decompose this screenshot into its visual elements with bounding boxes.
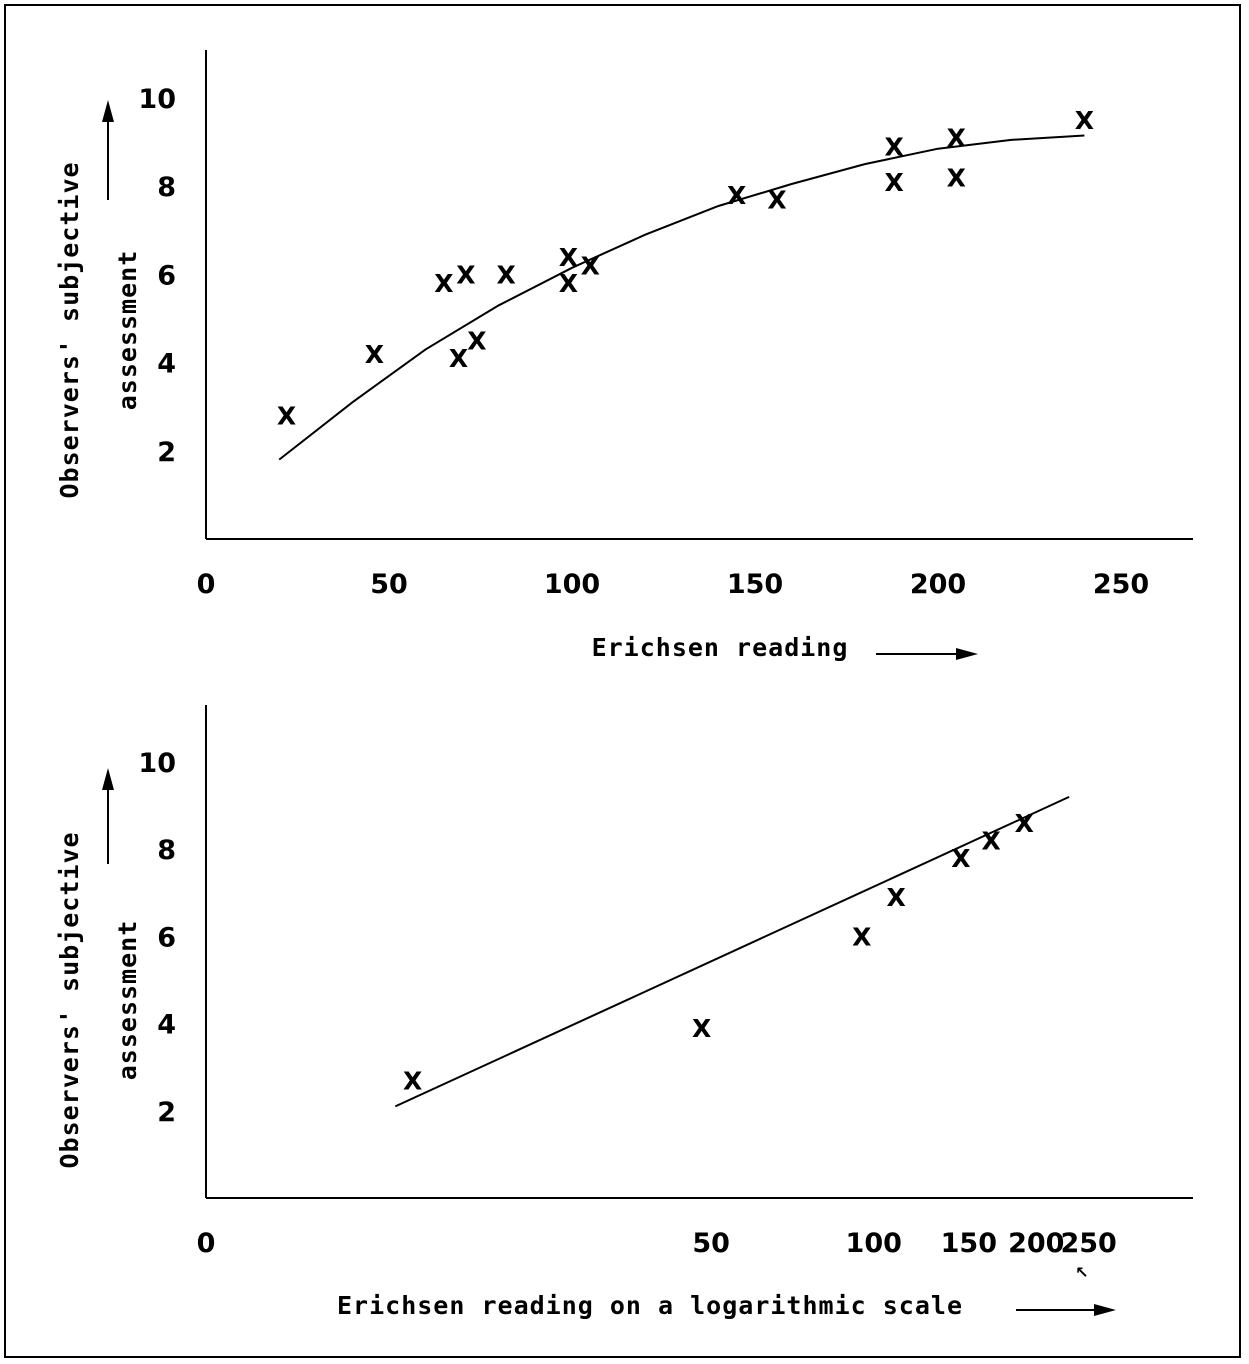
x-tick-label: 150 [941, 1228, 997, 1259]
data-point-marker: X [559, 269, 578, 298]
x-tick-labels: 0 50 100 150 200 250 [197, 569, 1150, 600]
data-point-marker: X [767, 185, 786, 214]
chart-erichsen-linear: Erichsen reading Observers' subjective a… [55, 50, 1193, 662]
data-point-marker: X [886, 883, 905, 912]
x-tick-label: 150 [727, 569, 783, 600]
x-tick-label: 100 [544, 569, 600, 600]
data-point-marker: X [1075, 106, 1094, 135]
y-axis-title-line2: assessment [113, 250, 142, 411]
data-point-marker: X [951, 844, 970, 873]
y-arrow-head-icon [102, 768, 114, 790]
data-point-marker: X [1015, 809, 1034, 838]
y-tick-label: 6 [157, 260, 176, 291]
data-point-marker: X [467, 327, 486, 356]
x-tick-label: 250 [1093, 569, 1149, 600]
data-point-marker: X [884, 133, 903, 162]
data-point-marker: X [982, 826, 1001, 855]
data-point-marker: X [449, 344, 468, 373]
data-point-marker: X [496, 260, 515, 289]
y-tick-labels: 2 4 6 8 10 [138, 84, 176, 468]
data-point-marker: X [277, 402, 296, 431]
x-arrow-head-icon [956, 648, 978, 660]
x-tick-label: 50 [370, 569, 408, 600]
data-point-marker: X [852, 922, 871, 951]
y-tick-labels: 2 4 6 8 10 [138, 748, 176, 1128]
y-tick-label: 8 [157, 835, 176, 866]
figure-frame [4, 4, 1241, 1358]
x-axis-title: Erichsen reading [592, 633, 849, 662]
x-tick-label: 50 [692, 1228, 730, 1259]
x-tick-label: 200 [1008, 1228, 1064, 1259]
y-tick-label: 6 [157, 922, 176, 953]
data-point-marker: X [884, 168, 903, 197]
data-point-marker: X [434, 269, 453, 298]
fit-curve [278, 134, 1085, 461]
data-point-marker: X [727, 181, 746, 210]
data-point-marker: X [947, 124, 966, 153]
y-axis-title-line1: Observers' subjective [55, 161, 84, 498]
y-tick-label: 4 [157, 349, 176, 380]
y-tick-label: 8 [157, 172, 176, 203]
chart-erichsen-log: Erichsen reading on a logarithmic scale … [55, 705, 1193, 1320]
y-arrow-head-icon [102, 100, 114, 122]
data-point-marker: X [581, 252, 600, 281]
y-axis-title-line2: assessment [113, 920, 142, 1081]
x-axis-title: Erichsen reading on a logarithmic scale [337, 1291, 963, 1320]
y-tick-label: 2 [157, 1097, 176, 1128]
y-tick-label: 4 [157, 1010, 176, 1041]
fit-line [394, 795, 1070, 1108]
data-point-marker: X [559, 243, 578, 272]
x-tick-label: 0 [197, 569, 216, 600]
x-tick-label: 0 [197, 1228, 216, 1259]
y-axis-title-line1: Observers' subjective [55, 831, 84, 1168]
x-tick-label: 100 [846, 1228, 902, 1259]
x-arrow-head-icon [1094, 1304, 1116, 1316]
x-tick-label: 200 [910, 569, 966, 600]
y-tick-label: 2 [157, 437, 176, 468]
data-point-marker: X [365, 340, 384, 369]
stray-mark: ↖ [1075, 1263, 1088, 1282]
data-point-marker: X [403, 1066, 422, 1095]
x-tick-label: 250 [1060, 1228, 1116, 1259]
y-tick-label: 10 [138, 748, 176, 779]
data-point-marker: X [947, 163, 966, 192]
data-point-marker: X [456, 260, 475, 289]
data-point-marker: X [692, 1014, 711, 1043]
y-tick-label: 10 [138, 84, 176, 115]
